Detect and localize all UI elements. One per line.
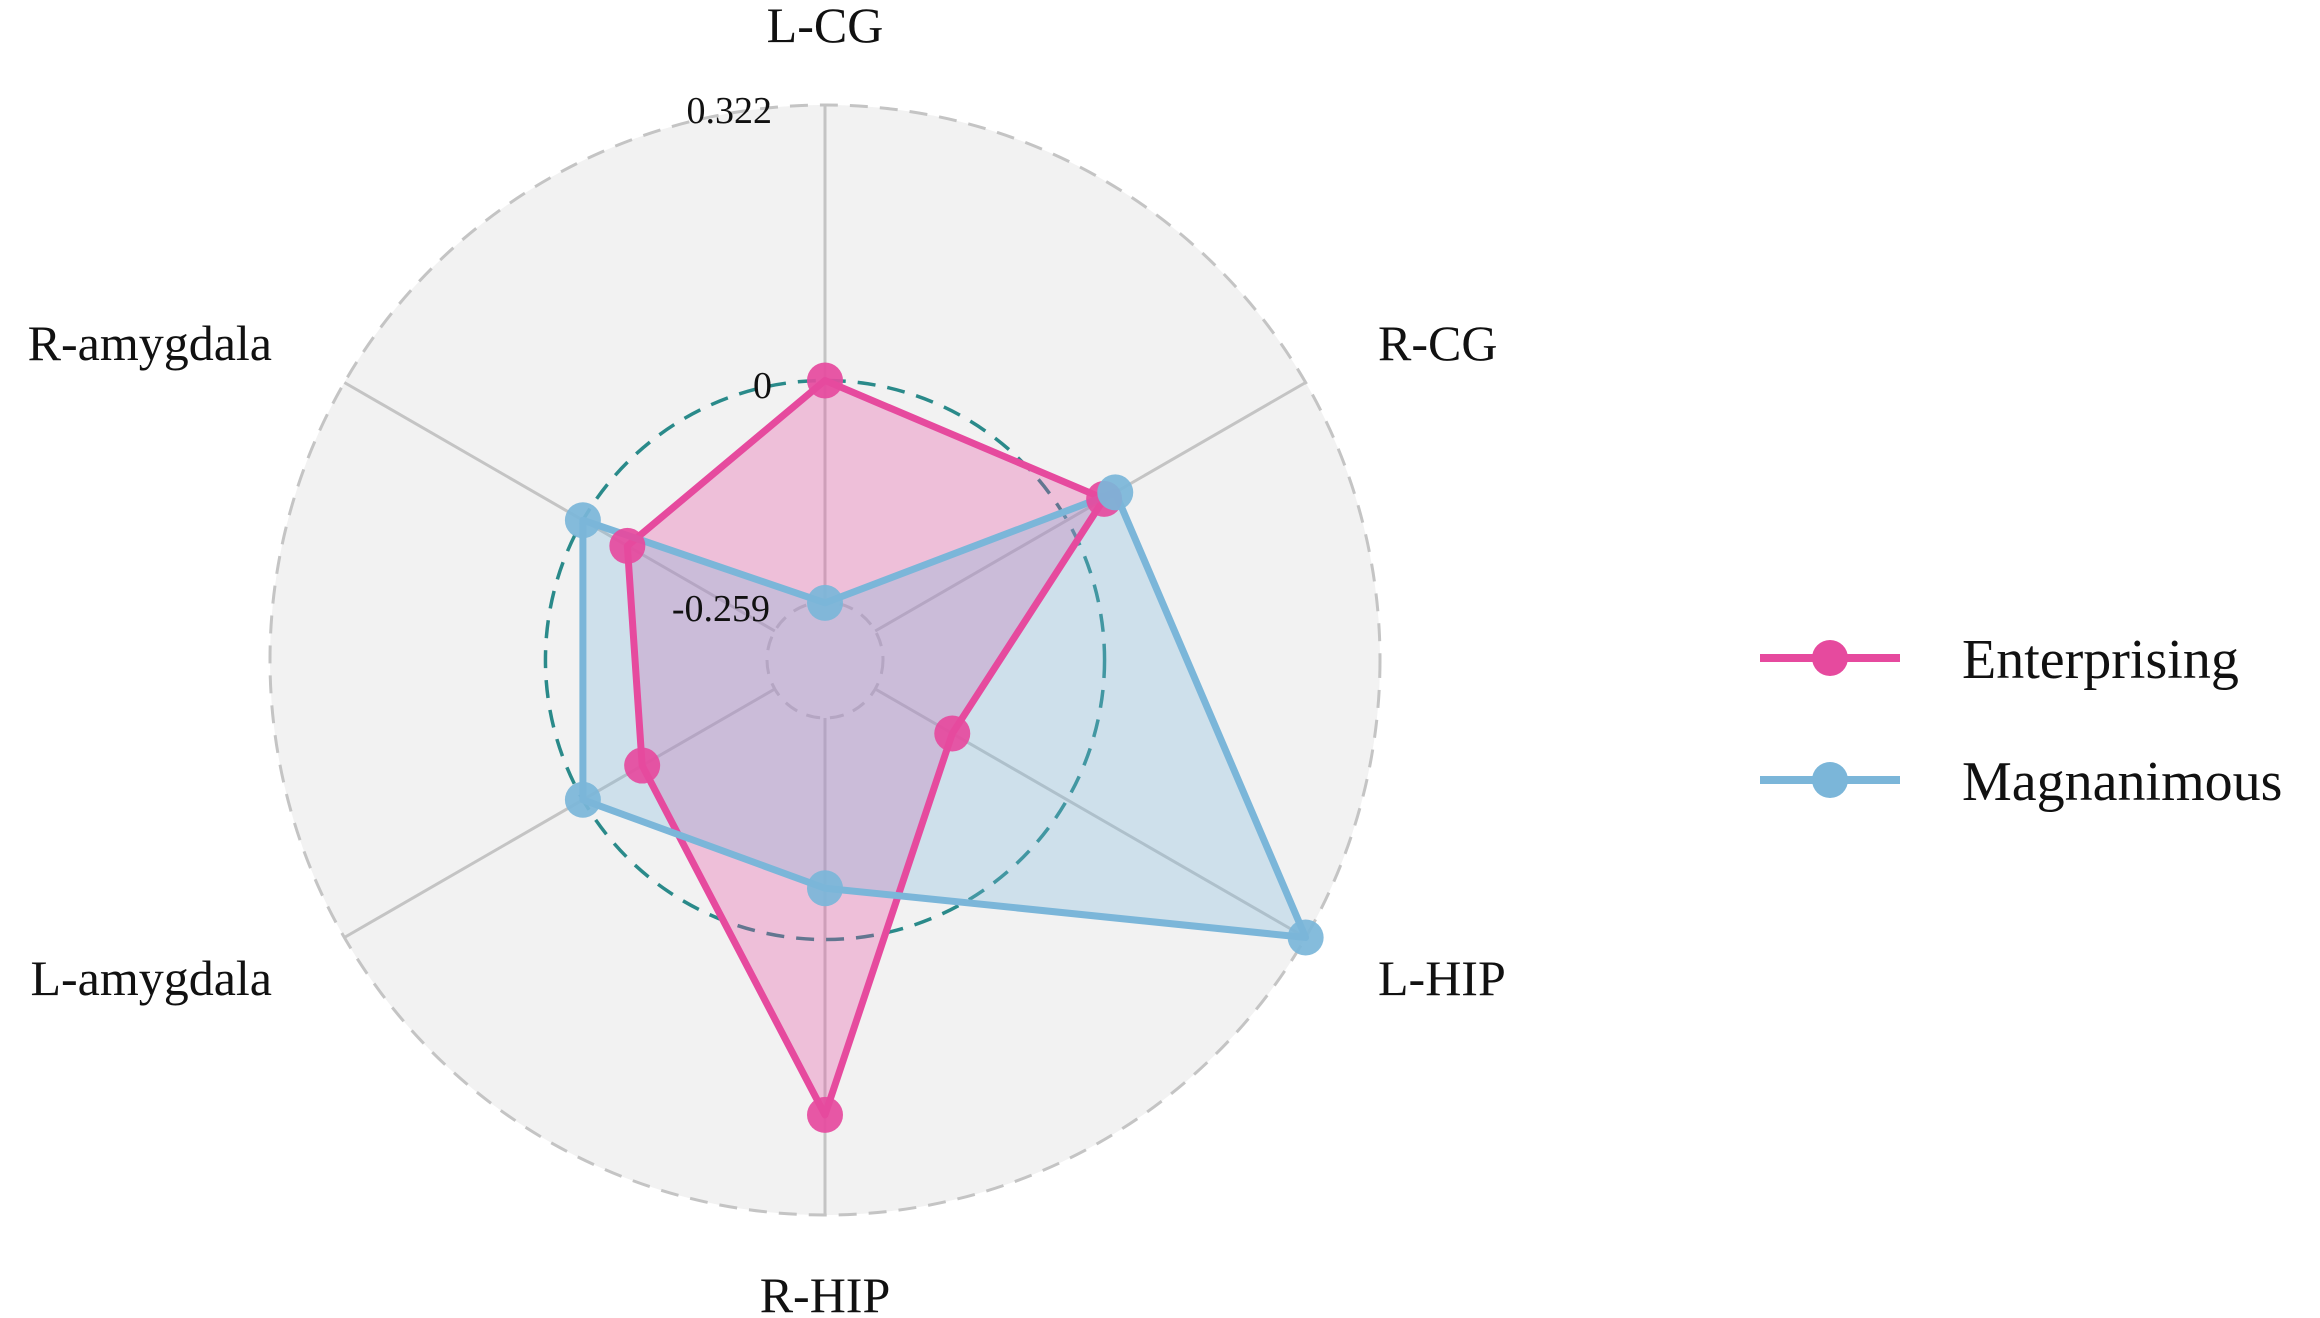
outer-ring [268, 103, 1382, 1217]
axis-label-l-cg: L-CG [767, 0, 884, 53]
point-enterprising-l-amygdala [624, 747, 661, 784]
spoke-l-amygdala [343, 687, 776, 939]
axis-label-l-hip: L-HIP [1378, 950, 1506, 1006]
point-magnanimous-r-hip [807, 870, 843, 907]
tick-label-zero: 0 [753, 365, 772, 407]
legend-label-magnanimous: Magnanimous [1962, 751, 2282, 813]
radar-series [564, 362, 1324, 1133]
legend: Enterprising Magnanimous [1760, 629, 2282, 813]
axis-label-r-amygdala: R-amygdala [28, 315, 272, 371]
axis-label-r-hip: R-HIP [760, 1267, 891, 1318]
legend-item-magnanimous: Magnanimous [1760, 751, 2282, 813]
legend-marker-magnanimous [1812, 762, 1848, 798]
legend-item-enterprising: Enterprising [1760, 629, 2239, 691]
legend-label-enterprising: Enterprising [1962, 629, 2239, 691]
tick-label-min: -0.259 [672, 588, 770, 630]
point-enterprising-l-cg [807, 362, 843, 399]
point-enterprising-l-hip [934, 715, 971, 752]
axis-label-r-cg: R-CG [1378, 315, 1497, 371]
legend-marker-enterprising [1812, 640, 1848, 676]
series-area-magnanimous [582, 492, 1306, 938]
point-magnanimous-r-cg [1097, 474, 1134, 511]
radar-background-disc [270, 105, 1380, 1215]
axis-label-l-amygdala: L-amygdala [30, 950, 272, 1006]
spoke-r-amygdala [343, 381, 776, 633]
point-magnanimous-l-amygdala [564, 781, 601, 818]
radar-background [270, 105, 1380, 1215]
point-magnanimous-r-amygdala [564, 502, 601, 539]
radar-labels: 0.322 0 -0.259 L-CG R-CG L-HIP R-HIP L-amygd… [28, 0, 1506, 1318]
point-enterprising-r-amygdala [609, 527, 646, 564]
series-area-enterprising [627, 380, 1105, 1115]
point-enterprising-r-hip [807, 1096, 843, 1133]
tick-label-max: 0.322 [687, 90, 773, 132]
point-magnanimous-l-cg [807, 584, 843, 621]
point-magnanimous-l-hip [1287, 919, 1324, 956]
zero-reference-ring [543, 378, 1107, 942]
